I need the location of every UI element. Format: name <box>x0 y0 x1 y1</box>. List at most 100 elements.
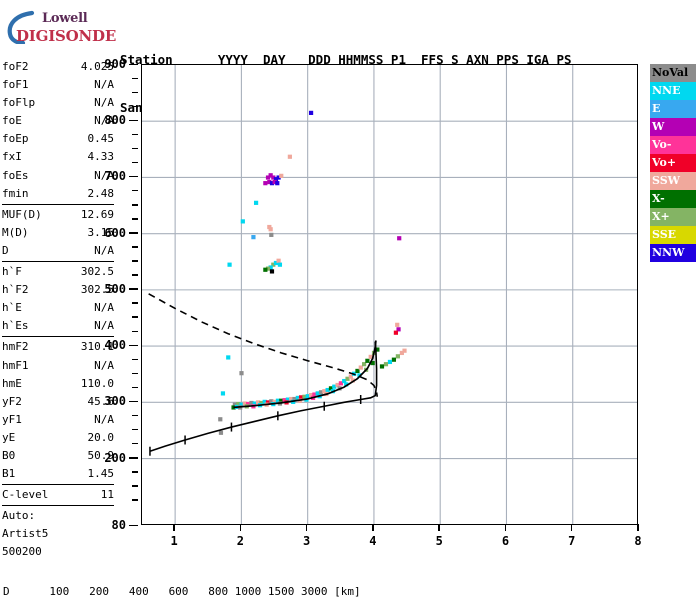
echo-point <box>285 397 290 402</box>
y-axis-tick-label: 800 <box>104 113 126 128</box>
y-tick-minor <box>132 147 138 150</box>
param-value: 4.025 <box>80 60 114 73</box>
echo-point <box>302 394 307 399</box>
echo-point <box>355 368 360 374</box>
legend-item-vo[interactable]: Vo+ <box>650 154 696 172</box>
legend-item-ssw[interactable]: SSW <box>650 172 696 190</box>
x-tick-major <box>305 524 308 531</box>
y-tick-minor <box>132 246 138 248</box>
echo-point <box>269 181 275 186</box>
echo-point <box>259 400 264 406</box>
echo-point <box>268 265 273 270</box>
param-group-divider <box>2 505 114 507</box>
legend-item-x[interactable]: X- <box>650 190 696 208</box>
y-tick-minor <box>132 77 138 80</box>
echo-point <box>249 400 254 406</box>
param-key: B1 <box>2 467 16 481</box>
echo-point <box>262 399 267 404</box>
param-key: foEp <box>2 132 29 146</box>
echo-point <box>265 400 271 405</box>
y-tick-minor <box>132 428 138 431</box>
echo-point <box>397 236 402 241</box>
echo-point <box>273 260 279 266</box>
param-value: 302.5 <box>80 265 114 279</box>
echo-point <box>279 398 284 403</box>
param-row-foe: foE N/A <box>2 112 114 130</box>
x-axis-tick-label: 5 <box>435 534 443 548</box>
param-value: 110.0 <box>80 376 114 390</box>
echo-point <box>282 398 287 403</box>
y-axis-min-label: 80 <box>111 518 126 532</box>
param-group-divider <box>2 261 114 263</box>
legend-item-nne[interactable]: NNE <box>650 82 696 100</box>
param-key: hmF2 <box>2 340 29 354</box>
echo-point <box>335 382 340 388</box>
echo-point <box>375 347 380 352</box>
echo-point <box>265 175 271 180</box>
echo-point <box>220 391 226 396</box>
param-row-foep: foEp 0.45 <box>2 130 114 148</box>
y-tick-major <box>129 524 138 526</box>
y-tick-major <box>129 232 138 234</box>
y-tick-major <box>129 175 138 178</box>
ordinary-trace-curve <box>233 340 377 409</box>
param-key: fxI <box>2 150 22 164</box>
echo-point <box>227 262 232 267</box>
legend-item-x[interactable]: X+ <box>650 208 696 226</box>
echo-point <box>312 392 317 397</box>
y-tick-minor <box>132 218 138 220</box>
doppler-direction-legend: NoVal NNE E W Vo- Vo+ SSW X- X+ SSE NNW <box>650 64 696 262</box>
param-row-fof1: foF1 N/A <box>2 76 114 94</box>
footer-distance-row: D 100 200 400 600 800 1000 1500 3000 [km… <box>3 585 361 598</box>
echo-point <box>277 262 283 267</box>
y-tick-minor <box>132 133 138 136</box>
echo-point <box>328 386 334 391</box>
y-tick-minor <box>132 471 138 473</box>
legend-item-e[interactable]: E <box>650 100 696 118</box>
x-axis-tick-label: 7 <box>568 534 576 548</box>
echo-point <box>344 382 349 387</box>
legend-item-w[interactable]: W <box>650 118 696 136</box>
legend-item-noval[interactable]: NoVal <box>650 64 696 82</box>
param-value: N/A <box>94 301 114 315</box>
legend-item-nnw[interactable]: NNW <box>650 244 696 262</box>
ionospheric-parameters-panel: foF2 4.025 foF1 N/A foFlp N/A foE N/A foEp 0.45 fx… <box>2 58 114 562</box>
echo-point <box>267 179 272 185</box>
param-row-b0: B0 50.9 <box>2 447 114 465</box>
x-tick-major <box>438 524 440 531</box>
y-tick-minor <box>132 105 138 108</box>
echo-point <box>332 384 337 389</box>
echo-point <box>325 387 330 393</box>
param-key: D <box>2 243 9 257</box>
param-value: 50.9 <box>87 448 115 462</box>
param-value: N/A <box>94 319 114 333</box>
param-value: N/A <box>94 168 114 182</box>
param-row-ye: yE 20.0 <box>2 429 114 447</box>
y-tick-major <box>129 63 138 65</box>
param-row-md: M(D) 3.15 <box>2 224 114 242</box>
legend-item-vo[interactable]: Vo- <box>650 136 696 154</box>
ionogram-canvas <box>142 65 637 524</box>
auto-code: 500200 <box>2 545 42 559</box>
echo-point <box>273 177 279 182</box>
legend-item-sse[interactable]: SSE <box>650 226 696 244</box>
echo-point <box>387 359 393 365</box>
x-tick-major <box>239 524 242 531</box>
echo-point <box>268 227 273 232</box>
param-row-hmf1: hmF1 N/A <box>2 357 114 375</box>
echo-point <box>240 219 245 224</box>
param-key: yF1 <box>2 412 22 426</box>
param-key: B0 <box>2 448 16 462</box>
param-value: 20.0 <box>87 430 115 444</box>
echo-point <box>276 175 281 180</box>
param-group-divider <box>2 203 114 205</box>
param-row-foflp: foFlp N/A <box>2 94 114 112</box>
echo-point <box>402 348 407 353</box>
y-tick-minor <box>132 414 138 417</box>
x-tick-major <box>570 524 573 531</box>
y-axis-tick-label: 200 <box>104 450 126 465</box>
ionogram-plot-area[interactable] <box>141 64 638 525</box>
y-axis-tick-label: 900 <box>104 57 126 71</box>
y-tick-major <box>129 457 138 459</box>
y-axis-tick-label: 400 <box>104 338 126 353</box>
